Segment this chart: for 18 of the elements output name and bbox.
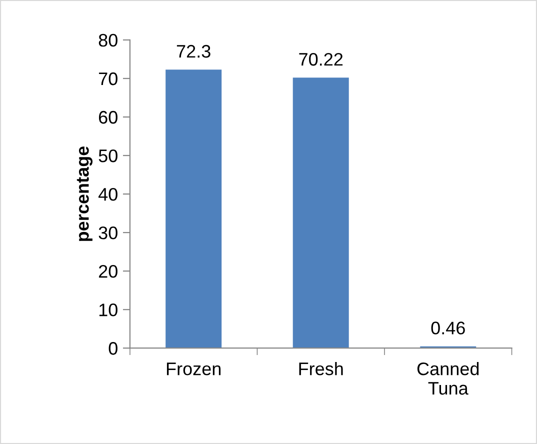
y-axis-title: percentage (76, 146, 93, 241)
y-tick-label: 50 (98, 149, 118, 162)
x-tick-label: Canned Tuna (417, 362, 479, 395)
bar (292, 78, 349, 348)
bar (166, 70, 222, 348)
data-label: 72.3 (176, 44, 210, 58)
data-label: 0.46 (431, 322, 465, 334)
x-tick-label: Frozen (166, 362, 221, 376)
y-tick-label: 0 (108, 342, 118, 355)
y-tick-label: 30 (98, 226, 118, 240)
y-tick-label: 20 (98, 264, 118, 278)
y-tick-label: 80 (98, 34, 118, 47)
x-tick-label: Fresh (299, 362, 343, 376)
y-tick-label: 60 (98, 110, 118, 124)
y-tick-label: 10 (99, 304, 118, 316)
y-tick-label: 70 (98, 72, 118, 86)
data-label: 70.22 (299, 52, 343, 66)
y-tick-label: 40 (98, 188, 118, 201)
